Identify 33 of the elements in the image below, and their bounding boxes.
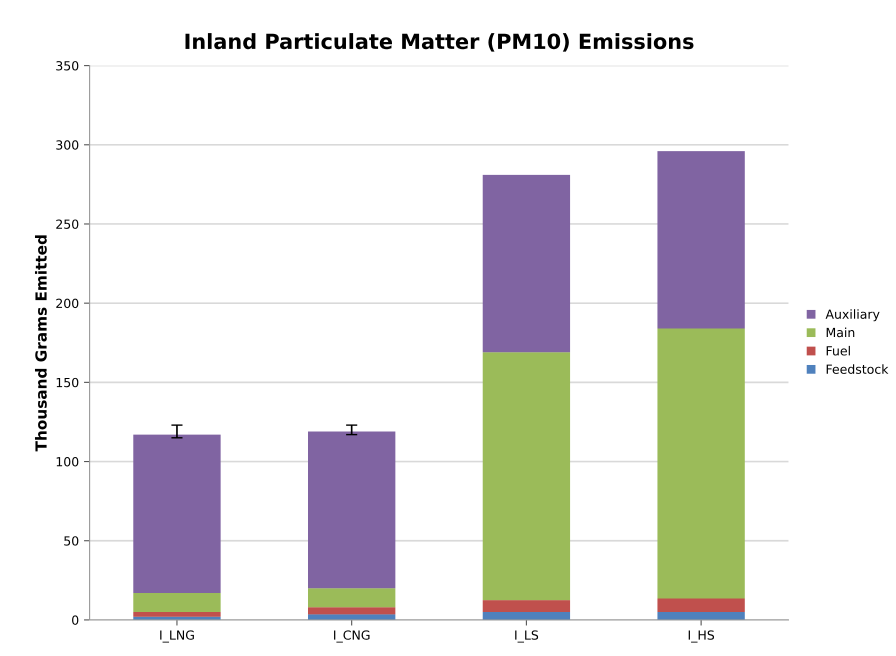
y-tick-label: 200	[56, 298, 78, 308]
bar	[482, 600, 570, 612]
bar	[657, 151, 745, 329]
y-tick-label: 350	[56, 61, 78, 71]
bar	[482, 352, 570, 600]
bar	[308, 614, 396, 620]
y-axis-title: Thousand Grams Emitted	[34, 235, 47, 452]
legend-label: Feedstock	[826, 364, 888, 374]
y-tick-label: 0	[72, 615, 78, 625]
bar	[482, 174, 570, 352]
x-tick-label: I_HS	[688, 630, 714, 643]
bar	[657, 598, 745, 612]
y-tick-label: 100	[56, 457, 78, 466]
bar	[657, 328, 745, 599]
chart-title: Inland Particulate Matter (PM10) Emissions	[186, 33, 694, 52]
y-tick-label: 150	[56, 378, 78, 388]
bar	[308, 431, 396, 588]
x-tick-label: I_LNG	[160, 630, 194, 643]
y-tick-label: 300	[56, 140, 78, 150]
y-tick-label: 50	[64, 536, 78, 546]
bar	[308, 607, 396, 614]
bar	[482, 612, 570, 620]
legend-label: Fuel	[826, 346, 850, 356]
bar	[308, 588, 396, 608]
legend-label: Auxiliary	[826, 309, 880, 322]
x-tick-label: I_CNG	[334, 630, 370, 643]
bar	[133, 592, 221, 612]
bar	[133, 434, 221, 593]
legend-label: Main	[826, 328, 854, 338]
bar	[133, 612, 221, 617]
x-tick-label: I_LS	[515, 630, 538, 643]
y-tick-label: 250	[56, 219, 78, 229]
bar	[657, 612, 745, 620]
